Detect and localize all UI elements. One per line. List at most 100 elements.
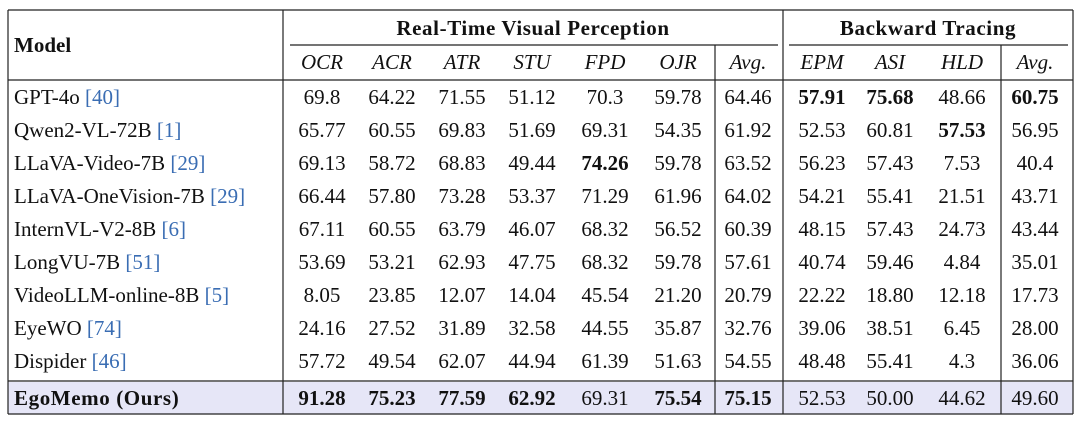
model-name: LLaVA-Video-7B [29] [14, 151, 205, 175]
cell-value: 65.77 [298, 118, 345, 142]
cell-value: 71.29 [581, 184, 628, 208]
cell-value: 51.12 [508, 85, 555, 109]
column-header: HLD [940, 50, 983, 74]
cell-value: 21.20 [654, 283, 701, 307]
citation[interactable]: [5] [205, 283, 230, 307]
model-name: EgoMemo (Ours) [14, 386, 179, 410]
cell-value: 49.60 [1011, 386, 1058, 410]
citation[interactable]: [46] [92, 349, 127, 373]
cell-value: 45.54 [581, 283, 629, 307]
cell-value: 74.26 [581, 151, 628, 175]
cell-value: 59.78 [654, 250, 701, 274]
cell-value: 91.28 [298, 386, 345, 410]
cell-value: 44.62 [938, 386, 985, 410]
row-highlight [8, 382, 1073, 414]
cell-value: 4.84 [944, 250, 981, 274]
cell-value: 69.83 [438, 118, 485, 142]
cell-value: 57.43 [866, 217, 913, 241]
cell-value: 60.55 [368, 118, 415, 142]
cell-value: 64.02 [724, 184, 771, 208]
cell-value: 31.89 [438, 316, 485, 340]
cell-value: 28.00 [1011, 316, 1058, 340]
citation[interactable]: [1] [157, 118, 182, 142]
citation[interactable]: [51] [125, 250, 160, 274]
cell-value: 57.72 [298, 349, 345, 373]
group-header: Real-Time Visual Perception [396, 16, 669, 40]
model-label: LLaVA-Video-7B [14, 151, 165, 175]
cell-value: 39.06 [798, 316, 845, 340]
citation[interactable]: [6] [162, 217, 187, 241]
cell-value: 8.05 [304, 283, 341, 307]
cell-value: 49.44 [508, 151, 556, 175]
cell-value: 52.53 [798, 386, 845, 410]
model-label: LLaVA-OneVision-7B [14, 184, 205, 208]
cell-value: 44.94 [508, 349, 556, 373]
cell-value: 60.75 [1011, 85, 1058, 109]
cell-value: 69.31 [581, 386, 628, 410]
cell-value: 7.53 [944, 151, 981, 175]
cell-value: 57.91 [798, 85, 845, 109]
cell-value: 64.22 [368, 85, 415, 109]
cell-value: 55.41 [866, 184, 913, 208]
cell-value: 18.80 [866, 283, 913, 307]
cell-value: 46.07 [508, 217, 555, 241]
cell-value: 54.55 [724, 349, 771, 373]
cell-value: 53.69 [298, 250, 345, 274]
cell-value: 69.13 [298, 151, 345, 175]
cell-value: 60.39 [724, 217, 771, 241]
cell-value: 38.51 [866, 316, 913, 340]
cell-value: 64.46 [724, 85, 771, 109]
model-name: InternVL-V2-8B [6] [14, 217, 186, 241]
cell-value: 32.58 [508, 316, 555, 340]
cell-value: 51.69 [508, 118, 555, 142]
cell-value: 52.53 [798, 118, 845, 142]
cell-value: 22.22 [798, 283, 845, 307]
cell-value: 58.72 [368, 151, 415, 175]
model-name: EyeWO [74] [14, 316, 122, 340]
cell-value: 32.76 [724, 316, 771, 340]
cell-value: 75.68 [866, 85, 913, 109]
model-name: Dispider [46] [14, 349, 127, 373]
cell-value: 75.23 [368, 386, 415, 410]
cell-value: 63.79 [438, 217, 485, 241]
model-name: Qwen2-VL-72B [1] [14, 118, 181, 142]
cell-value: 17.73 [1011, 283, 1058, 307]
column-header: EPM [799, 50, 845, 74]
cell-value: 44.55 [581, 316, 628, 340]
cell-value: 43.71 [1011, 184, 1058, 208]
cell-value: 70.3 [587, 85, 624, 109]
model-label: InternVL-V2-8B [14, 217, 156, 241]
citation[interactable]: [29] [170, 151, 205, 175]
cell-value: 75.15 [724, 386, 771, 410]
cell-value: 51.63 [654, 349, 701, 373]
cell-value: 35.01 [1011, 250, 1058, 274]
cell-value: 61.96 [654, 184, 701, 208]
cell-value: 61.39 [581, 349, 628, 373]
cell-value: 60.55 [368, 217, 415, 241]
cell-value: 6.45 [944, 316, 981, 340]
cell-value: 63.52 [724, 151, 771, 175]
cell-value: 57.61 [724, 250, 771, 274]
citation[interactable]: [29] [210, 184, 245, 208]
cell-value: 68.83 [438, 151, 485, 175]
model-name: LongVU-7B [51] [14, 250, 160, 274]
cell-value: 73.28 [438, 184, 485, 208]
cell-value: 48.15 [798, 217, 845, 241]
cell-value: 59.46 [866, 250, 913, 274]
cell-value: 12.18 [938, 283, 985, 307]
column-header: ASI [873, 50, 906, 74]
cell-value: 20.79 [724, 283, 771, 307]
citation[interactable]: [74] [87, 316, 122, 340]
cell-value: 24.16 [298, 316, 345, 340]
cell-value: 57.80 [368, 184, 415, 208]
cell-value: 53.37 [508, 184, 555, 208]
cell-value: 62.92 [508, 386, 555, 410]
cell-value: 4.3 [949, 349, 975, 373]
cell-value: 50.00 [866, 386, 913, 410]
cell-value: 59.78 [654, 85, 701, 109]
cell-value: 56.23 [798, 151, 845, 175]
cell-value: 75.54 [654, 386, 702, 410]
cell-value: 47.75 [508, 250, 555, 274]
citation[interactable]: [40] [85, 85, 120, 109]
cell-value: 56.95 [1011, 118, 1058, 142]
